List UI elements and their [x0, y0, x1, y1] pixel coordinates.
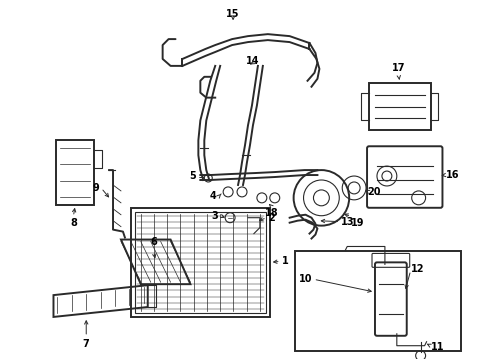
Bar	[294, 251, 460, 351]
Text: 18: 18	[264, 208, 278, 218]
Text: 14: 14	[245, 56, 259, 66]
Text: 2: 2	[267, 213, 274, 223]
Text: 6: 6	[150, 238, 157, 247]
Bar	[56, 140, 94, 205]
Text: 4: 4	[209, 191, 216, 201]
Text: 15: 15	[226, 9, 239, 19]
Text: 7: 7	[82, 339, 89, 349]
Text: 12: 12	[410, 264, 424, 274]
Text: 8: 8	[70, 218, 77, 228]
Text: 20: 20	[366, 187, 380, 197]
Text: 17: 17	[391, 63, 405, 73]
Bar	[368, 83, 429, 130]
Text: 10: 10	[298, 274, 312, 284]
Text: 13: 13	[341, 217, 354, 227]
Text: 9: 9	[92, 183, 99, 193]
Bar	[131, 208, 269, 317]
Text: 5: 5	[189, 171, 196, 181]
Text: 19: 19	[350, 218, 364, 228]
Text: 16: 16	[446, 170, 459, 180]
Bar	[135, 212, 265, 313]
Text: 1: 1	[281, 256, 288, 266]
Text: 11: 11	[429, 342, 443, 352]
Text: 3: 3	[211, 211, 218, 221]
